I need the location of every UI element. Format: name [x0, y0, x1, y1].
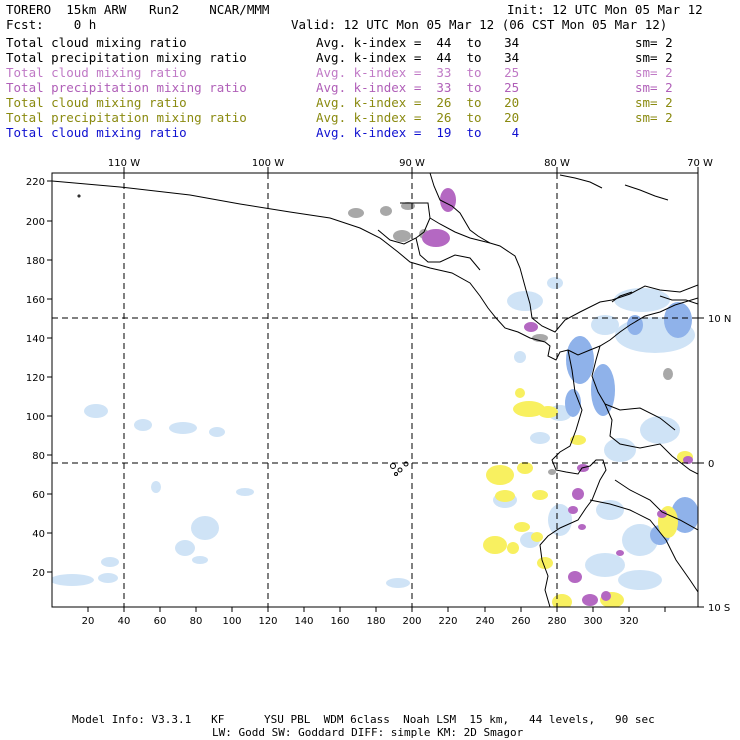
right-lat-labels: 10 N 0 10 S	[708, 314, 731, 614]
y-label: 80	[32, 451, 45, 462]
x-label: 140	[294, 616, 313, 627]
lon-label-80w: 80 W	[544, 158, 570, 169]
x-label: 320	[619, 616, 638, 627]
x-label: 280	[547, 616, 566, 627]
x-label: 180	[366, 616, 385, 627]
right-ticks	[698, 318, 704, 607]
lat-label-10s: 10 S	[708, 603, 730, 614]
y-label: 60	[32, 490, 45, 501]
x-label: 100	[222, 616, 241, 627]
y-label: 200	[26, 217, 45, 228]
y-label: 160	[26, 295, 45, 306]
bottom-ticks	[88, 607, 665, 612]
cloud-fields	[50, 173, 699, 610]
lon-label-110w: 110 W	[108, 158, 140, 169]
light-blue-cloud-patches	[50, 277, 695, 590]
physics-info: LW: Godd SW: Goddard DIFF: simple KM: 2D…	[212, 726, 523, 740]
y-label: 180	[26, 256, 45, 267]
y-label: 140	[26, 334, 45, 345]
x-label: 260	[511, 616, 530, 627]
x-label: 300	[583, 616, 602, 627]
y-label: 20	[32, 568, 45, 579]
x-label: 20	[82, 616, 95, 627]
y-label: 100	[26, 412, 45, 423]
lon-label-90w: 90 W	[399, 158, 425, 169]
y-label: 120	[26, 373, 45, 384]
lat-label-10n: 10 N	[708, 314, 731, 325]
x-label: 120	[258, 616, 277, 627]
x-grid-labels: 20 40 60 80 100 120 140 160 180 200 220 …	[82, 616, 639, 627]
x-label: 220	[438, 616, 457, 627]
y-label: 40	[32, 529, 45, 540]
x-label: 240	[475, 616, 494, 627]
top-lon-labels: 110 W 100 W 90 W 80 W 70 W	[108, 158, 713, 169]
x-label: 40	[118, 616, 131, 627]
x-label: 80	[190, 616, 203, 627]
y-grid-labels: 220 200 180 160 140 120 100 80 60 40 20	[26, 177, 45, 579]
x-label: 200	[402, 616, 421, 627]
x-label: 60	[154, 616, 167, 627]
model-info: Model Info: V3.3.1 KF YSU PBL WDM 6class…	[72, 713, 655, 727]
left-ticks	[47, 181, 52, 572]
y-label: 220	[26, 177, 45, 188]
lat-label-0: 0	[708, 459, 714, 470]
lon-label-100w: 100 W	[252, 158, 284, 169]
lon-label-70w: 70 W	[687, 158, 713, 169]
x-label: 160	[330, 616, 349, 627]
